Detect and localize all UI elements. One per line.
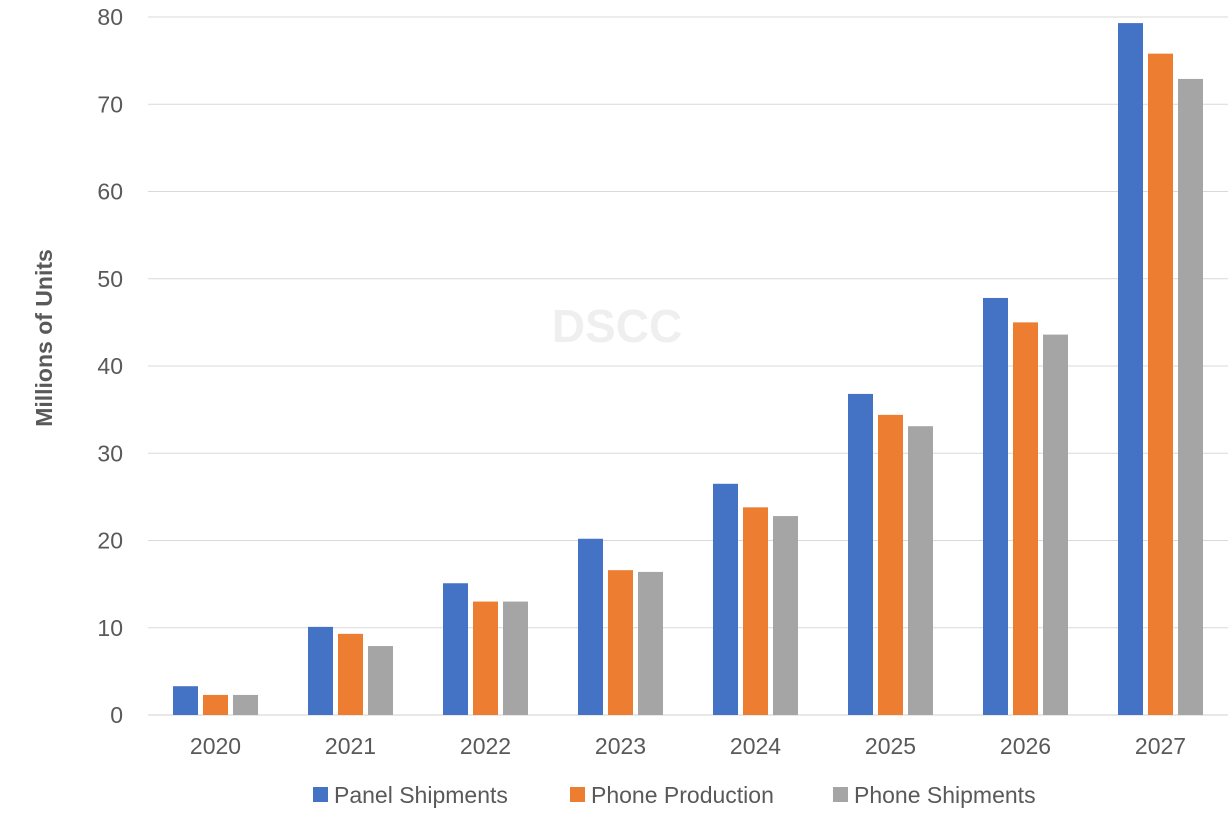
bar-phone-production-2025 [878,414,903,715]
bar-phone-production-2023 [608,570,633,715]
y-tick-label: 20 [97,528,123,554]
x-tick-label: 2025 [865,733,916,759]
x-tick-label: 2026 [1000,733,1051,759]
y-tick-label: 80 [97,4,123,30]
bars [173,23,1203,716]
bar-phone-shipments-2020 [233,694,258,715]
bar-panel-shipments-2025 [848,393,873,715]
y-tick-labels: 0 10 20 30 40 50 60 70 80 [97,4,123,728]
bar-phone-production-2021 [338,633,363,715]
watermark: DSCC [552,300,682,352]
legend-label: Phone Production [591,782,774,808]
legend-swatch [833,787,848,802]
bar-phone-shipments-2024 [773,516,798,715]
x-tick-label: 2023 [595,733,646,759]
bar-panel-shipments-2027 [1118,23,1143,716]
bar-phone-production-2027 [1148,53,1173,715]
bar-panel-shipments-2020 [173,686,198,715]
bar-phone-production-2026 [1013,322,1038,715]
bar-panel-shipments-2022 [443,583,468,715]
bar-phone-shipments-2026 [1043,334,1068,715]
bar-panel-shipments-2026 [983,297,1008,715]
legend: Panel Shipments Phone Production Phone Shi… [313,782,1036,808]
y-axis-label: Millions of Units [31,249,57,427]
bar-phone-production-2022 [473,601,498,715]
x-tick-label: 2020 [190,733,241,759]
y-tick-label: 60 [97,179,123,205]
x-tick-label: 2021 [325,733,376,759]
bar-panel-shipments-2023 [578,538,603,715]
bar-phone-shipments-2021 [368,646,393,715]
bar-phone-shipments-2025 [908,426,933,715]
legend-label: Phone Shipments [854,782,1036,808]
legend-label: Panel Shipments [334,782,508,808]
bar-phone-production-2020 [203,694,228,715]
x-tick-labels: 2020 2021 2022 2023 2024 2025 2026 2027 [190,733,1186,759]
y-tick-label: 10 [97,615,123,641]
x-tick-label: 2022 [460,733,511,759]
bar-panel-shipments-2024 [713,483,738,715]
bar-panel-shipments-2021 [308,626,333,715]
x-tick-label: 2024 [730,733,781,759]
y-tick-label: 0 [110,702,123,728]
legend-swatch [313,787,328,802]
y-tick-label: 40 [97,353,123,379]
bar-phone-production-2024 [743,507,768,715]
y-tick-label: 50 [97,266,123,292]
legend-swatch [570,787,585,802]
bar-phone-shipments-2027 [1178,78,1203,715]
x-tick-label: 2027 [1135,733,1186,759]
y-tick-label: 30 [97,440,123,466]
y-tick-label: 70 [97,91,123,117]
bar-phone-shipments-2022 [503,601,528,715]
bar-phone-shipments-2023 [638,571,663,715]
